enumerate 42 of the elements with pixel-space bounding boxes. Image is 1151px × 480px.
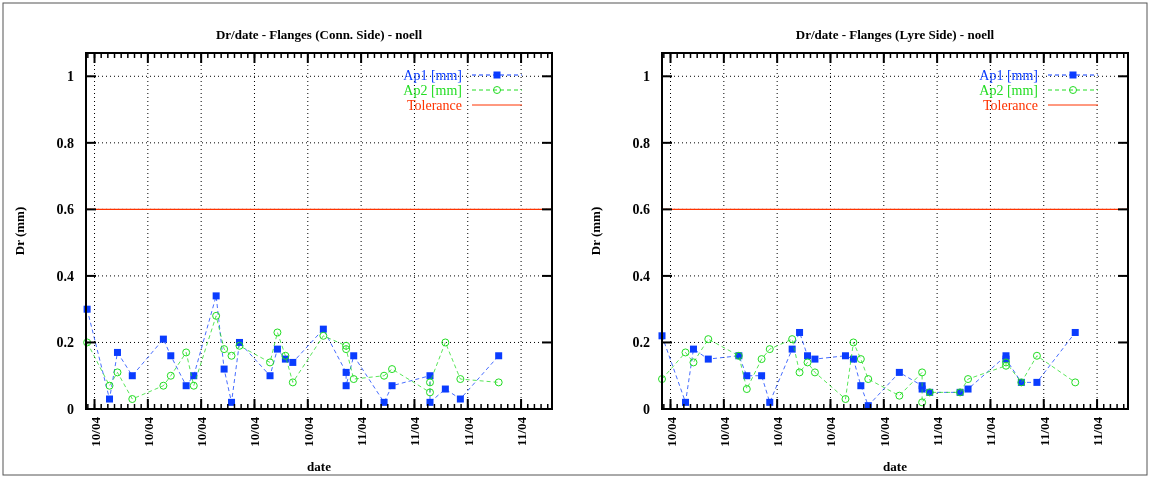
y-tick-label: 0.4 xyxy=(632,268,650,284)
x-tick-label: 10/04 xyxy=(823,416,839,447)
legend-label: Ap2 [mm] xyxy=(979,83,1038,98)
y-tick-label: 1 xyxy=(67,69,74,85)
legend-label: Ap1 [mm] xyxy=(403,68,462,83)
y-tick-label: 0.6 xyxy=(632,202,650,218)
x-tick-label: 10/04 xyxy=(663,416,679,447)
legend-label: Tolerance xyxy=(983,98,1038,113)
x-tick-label: 10/04 xyxy=(876,416,892,447)
x-tick-label: 11/04 xyxy=(1036,416,1052,446)
x-axis-title: date xyxy=(307,459,332,474)
legend-label: Ap2 [mm] xyxy=(403,83,462,98)
x-tick-label: 10/04 xyxy=(300,416,316,447)
y-tick-label: 1 xyxy=(643,69,650,85)
x-tick-label: 10/04 xyxy=(716,416,732,447)
y-tick-label: 0 xyxy=(643,402,650,417)
x-tick-label: 11/04 xyxy=(407,416,423,446)
chart-title: Dr/date - Flanges (Lyre Side) - noell xyxy=(795,27,995,42)
y-tick-label: 0.8 xyxy=(56,135,74,151)
y-tick-label: 0 xyxy=(67,402,74,417)
y-axis-title: Dr (mm) xyxy=(12,206,27,256)
x-tick-label: 10/04 xyxy=(247,416,263,447)
y-tick-label: 0.8 xyxy=(632,135,650,151)
x-tick-label: 11/04 xyxy=(930,416,946,446)
x-tick-label: 10/04 xyxy=(140,416,156,447)
y-tick-label: 0.6 xyxy=(56,202,74,218)
x-tick-label: 11/04 xyxy=(983,416,999,446)
legend-label: Ap1 [mm] xyxy=(979,68,1038,83)
y-tick-label: 0.2 xyxy=(632,335,650,351)
x-tick-label: 11/04 xyxy=(1090,416,1106,446)
y-axis-title: Dr (mm) xyxy=(588,206,603,256)
chart-title: Dr/date - Flanges (Conn. Side) - noell xyxy=(215,27,423,42)
x-tick-label: 11/04 xyxy=(460,416,476,446)
x-tick-label: 10/04 xyxy=(194,416,210,447)
y-tick-label: 0.2 xyxy=(56,335,74,351)
x-tick-label: 10/04 xyxy=(770,416,786,447)
x-axis-title: date xyxy=(883,459,908,474)
x-tick-label: 11/04 xyxy=(354,416,370,446)
x-tick-label: 11/04 xyxy=(514,416,530,446)
legend-label: Tolerance xyxy=(407,98,462,113)
y-tick-label: 0.4 xyxy=(56,268,74,284)
x-tick-label: 10/04 xyxy=(87,416,103,447)
